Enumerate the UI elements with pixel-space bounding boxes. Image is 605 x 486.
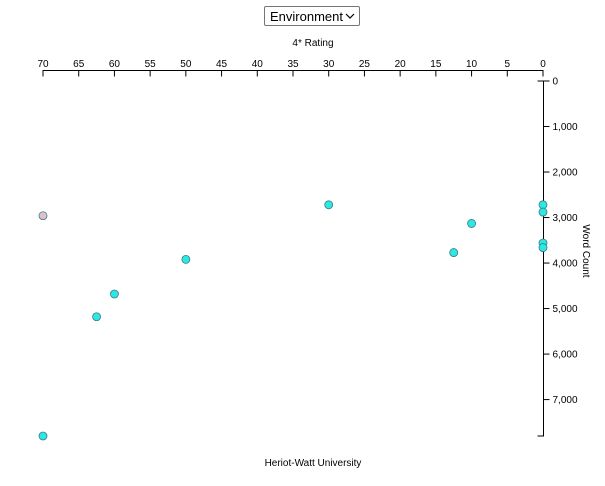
x-tick-label: 10 — [466, 59, 478, 70]
x-tick-label: 55 — [145, 59, 157, 70]
x-tick-label: 45 — [216, 59, 228, 70]
y-tick-label: 0 — [553, 77, 559, 88]
y-axis: 0 1,000 2,000 3,000 4,000 5,000 6,000 7,000 — [537, 77, 578, 437]
y-tick-label: 7,000 — [553, 395, 578, 406]
data-point[interactable] — [92, 312, 101, 322]
x-axis-title: 4* Rating — [292, 38, 333, 49]
x-tick-label: 25 — [359, 59, 371, 70]
y-tick-label: 4,000 — [553, 259, 578, 270]
category-dropdown-value: Environment — [270, 9, 343, 24]
y-tick-label: 6,000 — [553, 350, 578, 361]
y-tick-label: 2,000 — [553, 168, 578, 179]
footer-label: Heriot-Watt University — [265, 458, 362, 469]
x-tick-label: 0 — [540, 59, 546, 70]
data-point[interactable] — [538, 200, 548, 210]
chevron-down-icon — [345, 13, 355, 19]
y-tick-label: 3,000 — [553, 213, 578, 224]
data-point[interactable] — [181, 255, 191, 264]
x-tick-label: 50 — [180, 59, 192, 70]
y-tick-label: 5,000 — [553, 304, 578, 315]
y-tick-label: 1,000 — [553, 122, 578, 133]
data-point[interactable] — [538, 207, 548, 217]
y-axis-title: Word Count — [580, 224, 591, 277]
x-tick-label: 5 — [505, 59, 511, 70]
data-point[interactable] — [467, 219, 476, 228]
x-tick-label: 15 — [430, 59, 442, 70]
category-dropdown[interactable]: Environment — [264, 6, 360, 26]
data-point[interactable] — [538, 243, 548, 252]
data-points — [38, 200, 548, 441]
x-tick-label: 65 — [73, 59, 85, 70]
x-tick-label: 40 — [252, 59, 264, 70]
x-tick-label: 35 — [287, 59, 299, 70]
y-axis-line — [537, 80, 544, 437]
data-point[interactable] — [38, 211, 48, 221]
data-point[interactable] — [324, 200, 334, 210]
x-tick-label: 30 — [323, 59, 335, 70]
data-point[interactable] — [449, 248, 459, 257]
x-tick-label: 20 — [395, 59, 407, 70]
data-point[interactable] — [38, 431, 48, 441]
x-tick-label: 60 — [109, 59, 121, 70]
data-point[interactable] — [110, 289, 119, 299]
x-axis: 70 65 60 55 50 45 40 35 30 25 20 15 10 5 0 — [37, 59, 546, 77]
x-tick-label: 70 — [37, 59, 49, 70]
